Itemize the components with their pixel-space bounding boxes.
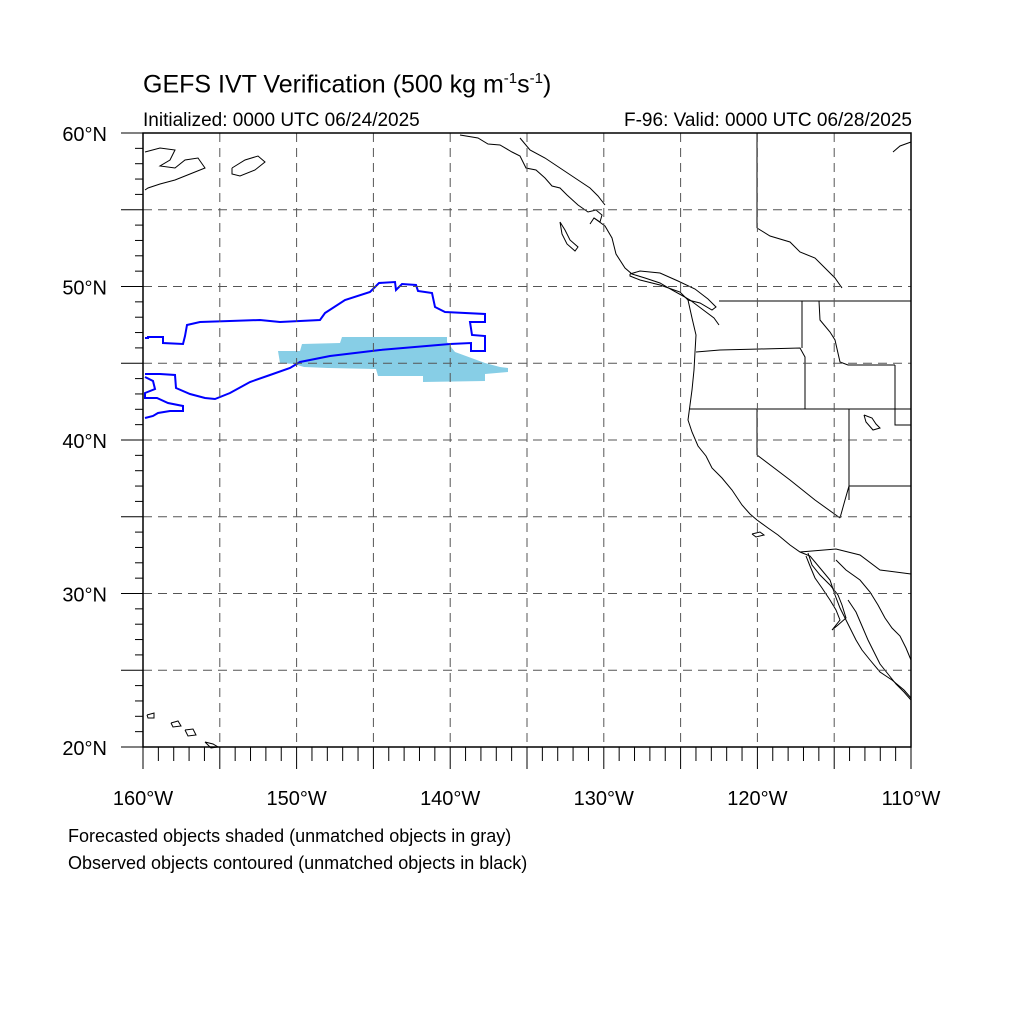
coastline-alaska-south	[459, 134, 603, 225]
border-alaska-canada	[519, 137, 606, 206]
border-ca-nv-diagonal	[756, 454, 841, 519]
lon-label: 130°W	[574, 788, 634, 810]
axis-ticks	[121, 132, 912, 769]
lat-label: 50°N	[62, 278, 107, 300]
border-wy-co	[894, 365, 911, 426]
border-id-mt	[818, 300, 895, 366]
coastline-hudson-region	[756, 227, 843, 289]
lat-label: 20°N	[62, 738, 107, 760]
observed-object-contour-west	[144, 376, 184, 419]
coastline-haida-gwaii	[559, 221, 579, 252]
lon-label: 150°W	[266, 788, 326, 810]
lat-label: 30°N	[62, 585, 107, 607]
legend-note-forecast: Forecasted objects shaded (unmatched obj…	[68, 826, 512, 846]
lat-label: 40°N	[62, 431, 107, 453]
border-wa-or	[695, 347, 806, 409]
lon-label: 160°W	[113, 788, 173, 810]
hawaii-island-3	[184, 728, 197, 737]
coastline-us-west	[687, 299, 912, 699]
axis-labels: 20°N 30°N 40°N 50°N 60°N 160°W 150°W 140°W 130°W…	[62, 124, 940, 810]
coastline-vancouver-island	[629, 270, 717, 311]
initialized-time: Initialized: 0000 UTC 06/24/2025	[143, 110, 420, 131]
border-az-nv	[839, 485, 850, 519]
lat-label: 60°N	[62, 124, 107, 146]
coastline-bc	[593, 217, 720, 326]
great-salt-lake	[863, 414, 881, 431]
hawaii-island-1	[146, 712, 155, 719]
lon-label: 140°W	[420, 788, 480, 810]
coastline-northeast-corner	[892, 141, 912, 153]
map-title: GEFS IVT Verification (500 kg m-1s-1)	[143, 70, 552, 99]
lon-label: 110°W	[882, 788, 941, 810]
legend-note-observed: Observed objects contoured (unmatched ob…	[68, 853, 528, 873]
coastline-mainland-mexico	[847, 599, 912, 701]
border-us-mexico	[799, 548, 912, 575]
coastline-islands-nw	[231, 155, 266, 177]
observed-object-contour	[145, 280, 486, 401]
graticule	[143, 133, 911, 747]
channel-islands	[751, 531, 766, 538]
coastline-baja	[805, 552, 847, 631]
lon-label: 120°W	[727, 788, 787, 810]
hawaii-island-2	[170, 720, 182, 728]
coastline-gulf-california	[835, 559, 912, 661]
valid-time: F-96: Valid: 0000 UTC 06/28/2025	[624, 110, 912, 131]
coastline-northwest	[144, 147, 206, 191]
